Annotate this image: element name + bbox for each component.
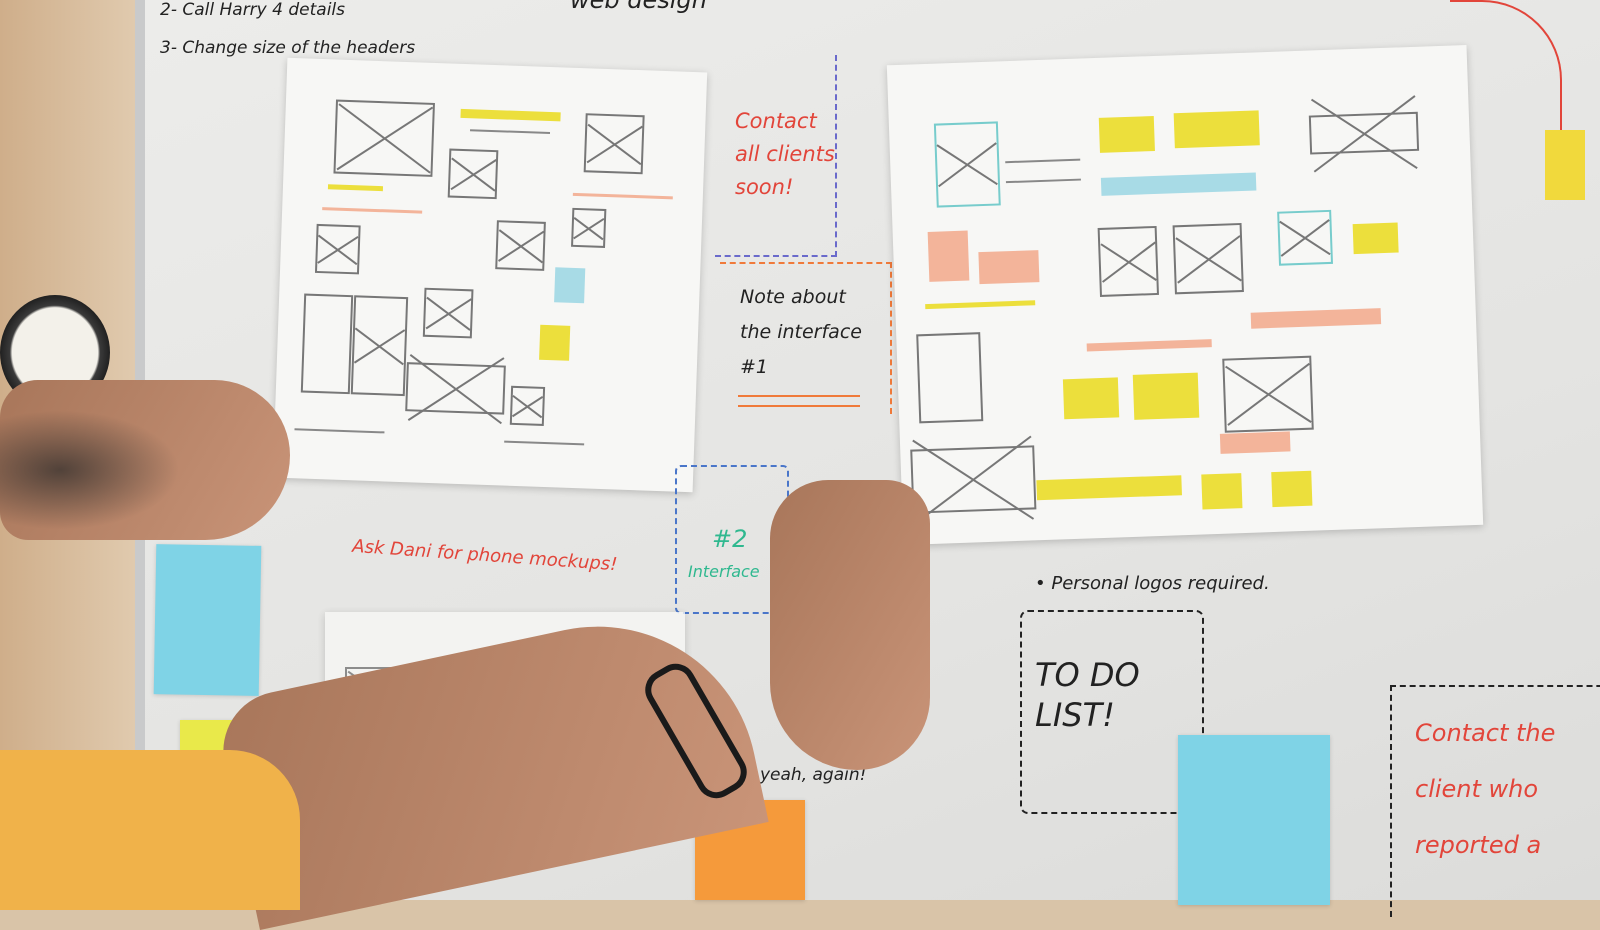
yellow-sticky-edge — [1545, 130, 1585, 200]
contact-all-clients-note: Contact all clients soon! — [735, 109, 835, 199]
tattoo — [0, 400, 200, 540]
contact-client-note: Contact the client who reported a — [1415, 719, 1556, 859]
orange-underline — [738, 395, 860, 407]
dashed-todo-box — [1020, 610, 1204, 814]
dashed-box — [715, 55, 837, 257]
interface-2-label: Interface — [688, 562, 760, 581]
sleeve — [0, 750, 300, 910]
dashed-contact-box — [1390, 685, 1600, 917]
dashed-box-orange — [720, 262, 892, 414]
sticky-note-blue-left — [153, 544, 262, 696]
right-hand — [770, 480, 930, 770]
yeah-again-note: yeah, again! — [760, 765, 867, 785]
wireframe-sheet-right — [886, 45, 1484, 545]
todo-list-note: TO DO LIST! — [1035, 656, 1140, 734]
personal-logos-note: • Personal logos required. — [1035, 573, 1270, 594]
todo-line-2: 2- Call Harry 4 details — [160, 0, 345, 20]
interface-2-number: #2 — [712, 525, 748, 553]
sticky-note-blue-right — [1178, 735, 1330, 905]
wireframe-sheet-left — [272, 57, 708, 493]
todo-line-3: 3- Change size of the headers — [160, 38, 416, 58]
web-design-note: web design — [570, 0, 707, 14]
note-interface-1: Note about the interface #1 — [740, 286, 862, 378]
